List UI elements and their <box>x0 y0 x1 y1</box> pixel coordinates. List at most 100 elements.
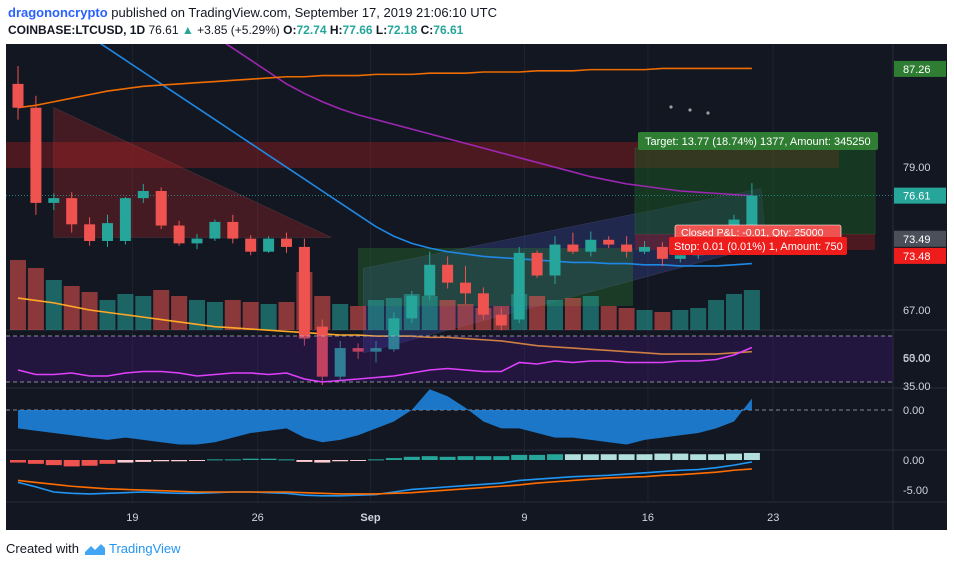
price-axis-label: 73.48 <box>903 251 931 263</box>
candle-body <box>173 225 185 244</box>
chart-canvas[interactable]: Target: 13.77 (18.74%) 1377, Amount: 345… <box>6 44 947 530</box>
volume-bar <box>618 308 635 330</box>
volume-bar <box>81 292 98 330</box>
candle-body <box>585 239 597 252</box>
macd-signal-line <box>17 468 752 495</box>
candle-body <box>549 244 561 276</box>
candle-body <box>603 239 615 245</box>
price-axis-label: 63.00 <box>903 353 931 365</box>
macd-histogram-bar <box>296 460 313 462</box>
volume-bar <box>672 310 689 330</box>
volume-bar <box>439 300 456 330</box>
time-axis-label: 26 <box>252 512 264 524</box>
candle-body <box>639 246 650 252</box>
macd-histogram-bar <box>189 460 205 461</box>
candle-body <box>567 244 579 252</box>
volume-bar <box>63 286 80 330</box>
volume-bar <box>171 296 188 330</box>
volume-bar <box>117 294 134 330</box>
volume-bar <box>260 304 277 330</box>
candle-body <box>263 238 275 252</box>
macd-histogram-bar <box>421 456 438 460</box>
candle-body <box>12 83 24 108</box>
moving-average-line <box>99 44 752 267</box>
price-axis-label: 67.00 <box>903 305 931 317</box>
symbol-info: COINBASE:LTCUSD, 1D 76.61 ▲ +3.85 (+5.29… <box>8 23 463 37</box>
symbol-label: COINBASE:LTCUSD, 1D <box>8 23 146 37</box>
price-axis-label: 76.61 <box>903 191 931 203</box>
macd-histogram-bar <box>582 454 599 460</box>
time-axis-label: Sep <box>360 512 380 524</box>
closed-pnl-label: Closed P&L: -0.01, Qty: 25000 <box>681 227 824 239</box>
candle-body <box>281 238 292 247</box>
macd-histogram-bar <box>45 460 62 466</box>
macd-histogram-bar <box>242 458 259 460</box>
candle-body <box>137 191 149 199</box>
macd-histogram-bar <box>726 453 742 460</box>
indicator-axis-label: 0.00 <box>903 455 924 467</box>
candle-body <box>621 244 633 252</box>
created-with-text: Created with <box>6 541 79 556</box>
candle-body <box>191 238 203 244</box>
volume-bar <box>547 300 563 330</box>
price-axis-label: 87.26 <box>903 64 931 76</box>
macd-histogram-bar <box>153 460 170 462</box>
candle-body <box>209 221 221 239</box>
macd-histogram-bar <box>350 460 367 461</box>
macd-histogram-bar <box>260 458 277 460</box>
macd-histogram-bar <box>368 459 384 461</box>
volume-bar <box>153 290 170 330</box>
macd-histogram-bar <box>672 453 689 460</box>
price-label-box <box>894 187 946 204</box>
volume-bar <box>636 310 653 330</box>
volume-bar <box>457 304 474 330</box>
candle-body <box>424 264 436 296</box>
candle-body <box>352 348 364 352</box>
macd-histogram-bar <box>493 456 510 460</box>
macd-histogram-bar <box>511 454 528 460</box>
macd-histogram-bar <box>475 456 492 460</box>
candle-body <box>370 348 382 352</box>
candle-body <box>674 255 686 259</box>
volume-bar <box>708 300 725 330</box>
indicator-axis-label: -5.00 <box>903 485 928 497</box>
price-label-box <box>894 60 946 77</box>
macd-histogram-bar <box>99 460 116 464</box>
author-link[interactable]: dragononcrypto <box>8 5 108 20</box>
macd-histogram-bar <box>457 456 474 460</box>
volume-bar <box>743 290 760 330</box>
volume-bar <box>582 296 599 330</box>
rsi-line <box>17 346 753 383</box>
candle-body <box>495 314 507 326</box>
volume-bar <box>600 306 617 330</box>
volume-bar <box>278 302 295 330</box>
volume-bar <box>45 280 62 330</box>
projection-dot <box>669 105 673 109</box>
macd-histogram-bar <box>654 453 671 460</box>
candle-body <box>84 224 96 241</box>
candle-body <box>66 198 78 225</box>
low-value: 72.18 <box>387 23 418 37</box>
candle-body <box>334 348 346 377</box>
macd-histogram-bar <box>224 459 241 461</box>
open-label: O: <box>283 23 297 37</box>
low-label: L: <box>375 23 388 37</box>
price-label-box <box>894 230 946 247</box>
target-label-box <box>638 132 878 150</box>
macd-histogram-bar <box>206 459 223 461</box>
macd-histogram-bar <box>439 456 456 460</box>
candle-body <box>388 318 400 350</box>
volume-bar <box>10 260 26 330</box>
candle-body <box>298 246 310 339</box>
volume-bar <box>224 300 241 330</box>
macd-histogram-bar <box>403 456 420 460</box>
last-price: 76.61 <box>148 23 179 37</box>
rsi-band <box>6 336 893 382</box>
candle-body <box>477 293 489 315</box>
macd-histogram-bar <box>117 460 134 463</box>
volume-bar <box>564 298 581 330</box>
candle-body <box>460 282 471 294</box>
candle-body <box>30 107 42 203</box>
tradingview-link[interactable]: TradingView <box>108 541 181 556</box>
open-value: 72.74 <box>296 23 327 37</box>
